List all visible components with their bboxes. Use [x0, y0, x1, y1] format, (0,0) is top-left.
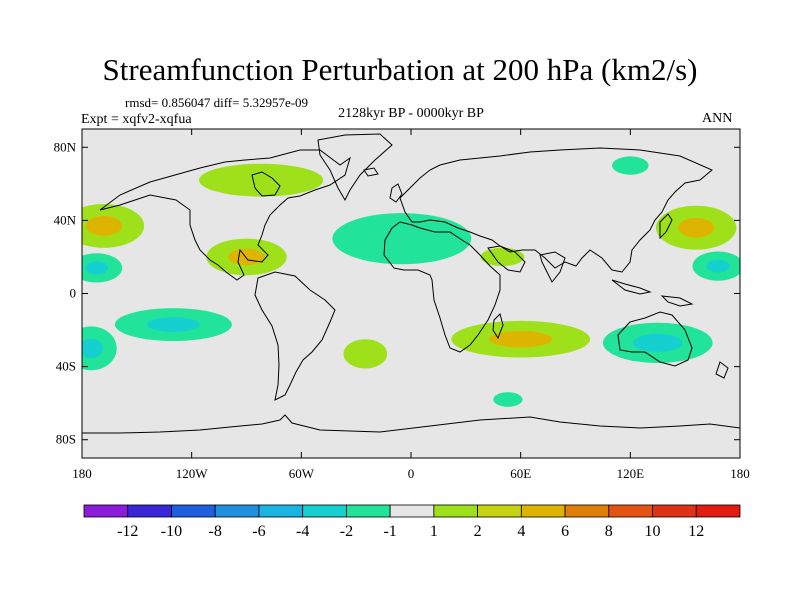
anomaly-core: [147, 317, 200, 332]
colorbar-label: -4: [296, 523, 309, 540]
anomaly-core: [706, 259, 730, 273]
period-label: 2128kyr BP - 0000kyr BP: [338, 106, 484, 121]
y-tick-label: 0: [70, 286, 77, 301]
coastline-india: [539, 251, 566, 283]
anomaly-region: [332, 213, 472, 265]
anomaly-region: [198, 163, 324, 197]
colorbar-swatch: [83, 504, 129, 518]
coastline-new-zealand: [715, 361, 729, 379]
coastline-greenland: [317, 133, 393, 202]
anomaly-layer: [82, 156, 740, 407]
map-background: [82, 129, 740, 458]
colorbar-label: -12: [117, 523, 138, 540]
colorbar-label: 4: [517, 523, 525, 540]
colorbar-swatch: [302, 504, 347, 518]
coastline-japan: [659, 213, 673, 240]
coastline-asia: [399, 147, 713, 273]
x-tick-label: 60W: [289, 466, 315, 481]
colorbar-label: -1: [383, 523, 396, 540]
colorbar-swatch: [214, 504, 260, 518]
season-label: ANN: [702, 111, 733, 126]
coastlines: [82, 133, 740, 434]
colorbar-swatch: [520, 504, 566, 518]
stats-label: rmsd= 0.856047 diff= 5.32957e-09: [125, 95, 309, 110]
colorbar: -12 -10 -8 -6 -4 -2 -1 1 2 4 6 8 10 12: [83, 504, 741, 540]
anomaly-core: [85, 261, 109, 275]
colorbar-label: -6: [252, 523, 265, 540]
colorbar-label: -2: [340, 523, 353, 540]
colorbar-label: 1: [430, 523, 438, 540]
coastline-hudson-bay: [251, 171, 281, 197]
colorbar-label: 12: [688, 523, 704, 540]
colorbar-swatch: [564, 504, 610, 518]
colorbar-swatch: [389, 504, 435, 518]
y-tick-label: 40N: [54, 212, 77, 227]
coastline-iceland: [363, 167, 379, 177]
anomaly-core: [82, 338, 103, 359]
colorbar-swatch: [258, 504, 304, 518]
x-tick-label: 0: [408, 466, 415, 481]
x-tick-label: 180: [72, 466, 92, 481]
chart-title: Streamfunction Perturbation at 200 hPa (…: [102, 52, 698, 87]
anomaly-region: [493, 392, 523, 407]
colorbar-label: -8: [209, 523, 222, 540]
experiment-label: Expt = xqfv2-xqfua: [81, 112, 192, 127]
coastline-eurasia-africa: [383, 221, 501, 353]
colorbar-swatch: [695, 504, 741, 518]
colorbar-swatch: [433, 504, 479, 518]
anomaly-core: [489, 330, 552, 348]
anomaly-region: [343, 339, 388, 369]
colorbar-swatch: [652, 504, 697, 518]
colorbar-label: 2: [474, 523, 482, 540]
colorbar-swatch: [171, 504, 216, 518]
colorbar-label: 8: [605, 523, 613, 540]
x-tick-label: 120W: [176, 466, 209, 481]
colorbar-label: -10: [161, 523, 182, 540]
colorbar-swatch: [127, 504, 172, 518]
coastline-british-isles: [389, 183, 403, 203]
coastline-north-america: [99, 149, 351, 281]
colorbar-swatch: [608, 504, 653, 518]
y-tick-label: 80N: [54, 139, 77, 154]
anomaly-core: [85, 216, 123, 236]
coastline-new-guinea: [660, 295, 694, 307]
y-tick-label: 80S: [56, 432, 76, 447]
coastline-madagascar: [492, 313, 504, 340]
coastline-south-america: [254, 271, 336, 401]
anomaly-core: [228, 248, 265, 266]
anomaly-core: [633, 333, 683, 352]
x-tick-label: 120E: [617, 466, 645, 481]
y-tick-label: 40S: [56, 359, 76, 374]
colorbar-swatch: [477, 504, 522, 518]
coastline-antarctica: [82, 414, 740, 434]
x-tick-label: 180: [730, 466, 750, 481]
coastline-arabia: [487, 245, 526, 273]
anomaly-region: [612, 156, 649, 175]
colorbar-label: 10: [645, 523, 661, 540]
anomaly-core: [678, 217, 715, 238]
x-tick-label: 60E: [510, 466, 531, 481]
colorbar-label: 6: [561, 523, 569, 540]
coastline-indonesia: [611, 279, 652, 295]
colorbar-swatch: [345, 504, 391, 518]
coastline-australia: [617, 311, 693, 367]
axis-ticks: 180 120W 60W 0 60E 120E 180 80N 40N 0 40S 80S: [54, 129, 750, 481]
